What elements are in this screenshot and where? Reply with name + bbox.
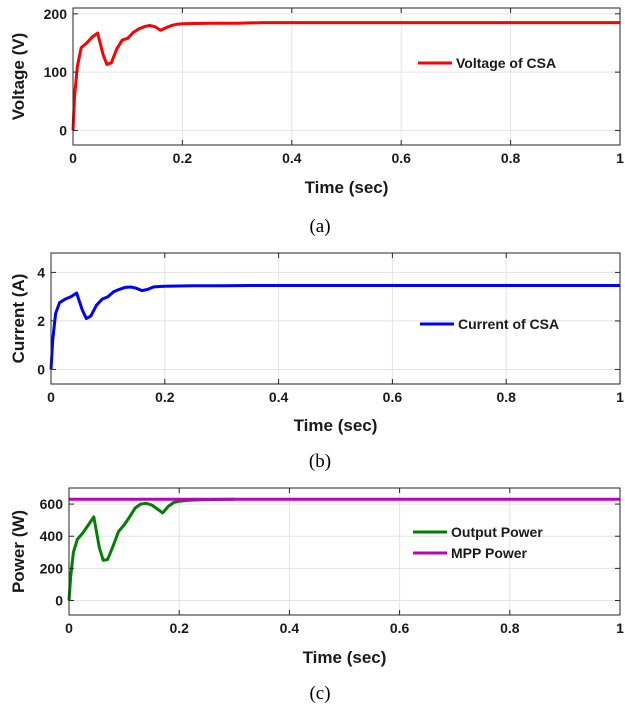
x-tick-label: 0.6 bbox=[391, 150, 411, 166]
legend-label-1: Current of CSA bbox=[458, 316, 559, 332]
x-tick-label: 0 bbox=[65, 620, 73, 636]
y-tick-label: 100 bbox=[44, 64, 68, 80]
x-axis-label: Time (sec) bbox=[305, 178, 389, 197]
series-line-1 bbox=[71, 21, 620, 131]
x-tick-label: 0.2 bbox=[155, 389, 175, 405]
x-tick-label: 0.2 bbox=[173, 150, 193, 166]
series-line-1 bbox=[67, 497, 235, 601]
legend-label-2: MPP Power bbox=[451, 545, 528, 561]
x-tick-label: 1 bbox=[616, 150, 624, 166]
legend-label-1: Output Power bbox=[451, 524, 543, 540]
y-tick-label: 2 bbox=[37, 313, 45, 329]
axes-frame bbox=[68, 487, 621, 616]
x-tick-label: 0.6 bbox=[383, 389, 403, 405]
x-tick-label: 0.8 bbox=[496, 389, 516, 405]
x-tick-label: 0.4 bbox=[280, 620, 300, 636]
x-tick-label: 0 bbox=[69, 150, 77, 166]
axes-frame bbox=[50, 252, 621, 385]
panel-caption: (a) bbox=[309, 216, 330, 237]
y-tick-label: 0 bbox=[59, 122, 67, 138]
plot-area bbox=[69, 488, 620, 615]
x-axis-label: Time (sec) bbox=[303, 648, 387, 667]
y-tick-label: 0 bbox=[37, 361, 45, 377]
x-tick-label: 0.4 bbox=[282, 150, 302, 166]
y-axis-label: Current (A) bbox=[9, 274, 28, 364]
y-tick-label: 0 bbox=[55, 593, 63, 609]
y-tick-label: 600 bbox=[40, 496, 64, 512]
x-tick-label: 0.4 bbox=[269, 389, 289, 405]
x-tick-label: 0.2 bbox=[169, 620, 189, 636]
y-axis-label: Power (W) bbox=[9, 510, 28, 593]
series-line-1 bbox=[49, 284, 620, 370]
plot-area bbox=[51, 253, 620, 384]
x-tick-label: 0 bbox=[47, 389, 55, 405]
y-tick-label: 4 bbox=[37, 264, 45, 280]
y-axis-label: Voltage (V) bbox=[9, 33, 28, 121]
x-tick-label: 0.8 bbox=[500, 620, 520, 636]
legend-label-1: Voltage of CSA bbox=[456, 55, 556, 71]
x-tick-label: 0.8 bbox=[501, 150, 521, 166]
plot-area bbox=[73, 8, 620, 145]
chart-panel-2: 0 0.2 0.4 0.6 0.8 1 0 2 4 Time (sec) Current (A) Cu… bbox=[9, 252, 624, 472]
panel-caption: (b) bbox=[309, 451, 331, 472]
x-tick-label: 1 bbox=[616, 389, 624, 405]
x-tick-label: 0.6 bbox=[390, 620, 410, 636]
x-tick-label: 1 bbox=[616, 620, 624, 636]
chart-panel-3: 0 0.2 0.4 0.6 0.8 1 0 200 400 600 Time (sec) Power … bbox=[9, 487, 624, 704]
y-tick-label: 400 bbox=[40, 528, 64, 544]
chart-panel-1: 0 0.2 0.4 0.6 0.8 1 0 100 200 Time (sec) Voltage (… bbox=[9, 6, 624, 237]
x-axis-label: Time (sec) bbox=[294, 416, 378, 435]
axes-frame bbox=[72, 7, 621, 146]
y-tick-label: 200 bbox=[40, 560, 64, 576]
y-tick-label: 200 bbox=[44, 6, 68, 22]
panel-caption: (c) bbox=[309, 683, 330, 704]
